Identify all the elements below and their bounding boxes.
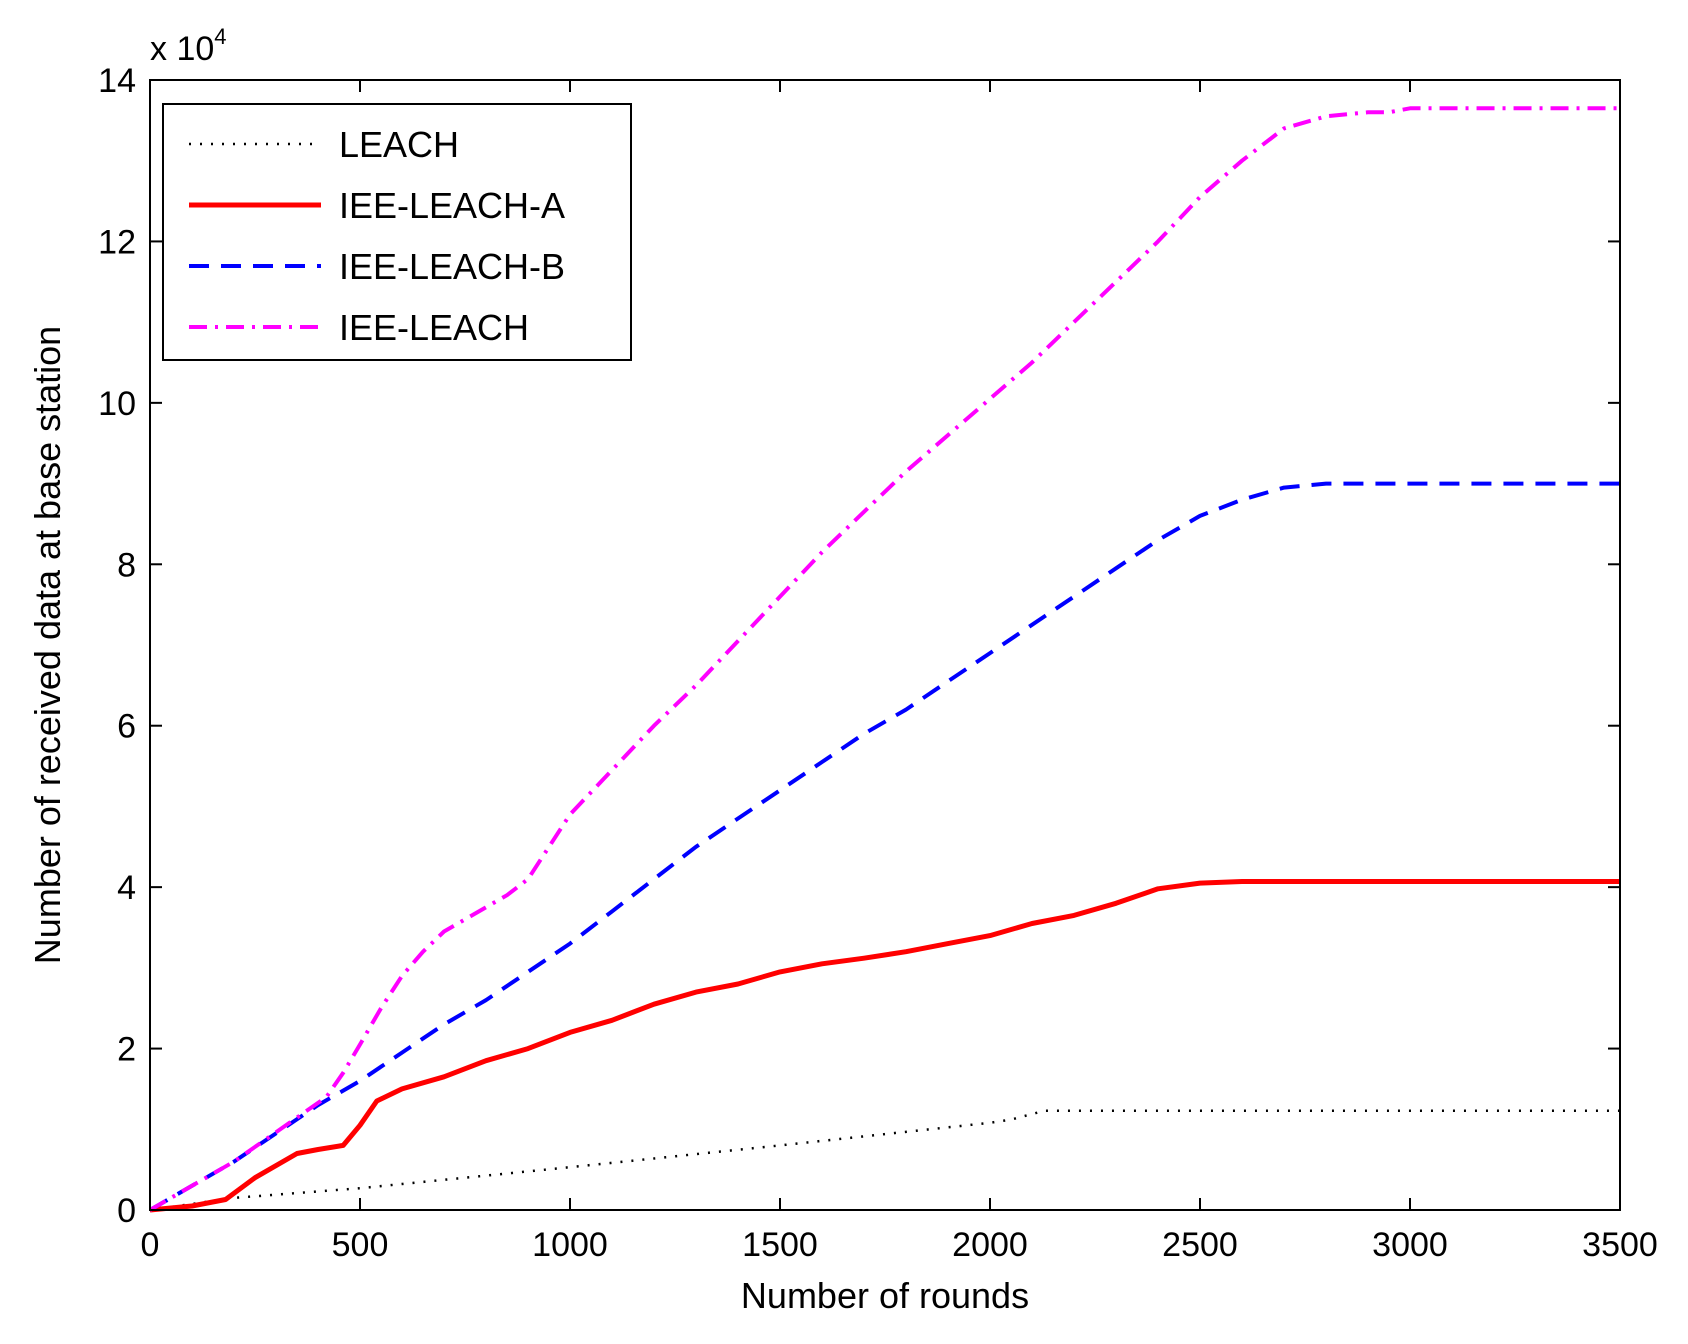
x-tick-label-3000: 3000 — [1372, 1226, 1448, 1264]
series-line-iee-leach — [149, 106, 1620, 1212]
y-tick-label-0: 0 — [117, 1192, 136, 1230]
y-tick-label-4: 4 — [117, 869, 136, 907]
y-tick-label-12: 12 — [98, 223, 136, 261]
series-layer — [149, 106, 1620, 1213]
legend-label-iee-leach-b: IEE-LEACH-B — [339, 246, 565, 287]
ticks-layer: 0 500 1000 1500 2000 2500 3000 3500 0 2 4 6 8 10 12 14 — [98, 62, 1658, 1264]
series-line-iee-leach-b — [149, 481, 1620, 1212]
x-tick-label-1500: 1500 — [742, 1226, 818, 1264]
series-line-iee-leach-a — [149, 879, 1620, 1213]
x-tick-label-2000: 2000 — [952, 1226, 1028, 1264]
x-tick-label-500: 500 — [332, 1226, 389, 1264]
x-tick-label-1000: 1000 — [532, 1226, 608, 1264]
legend-label-leach: LEACH — [339, 124, 459, 165]
y-tick-label-8: 8 — [117, 546, 136, 584]
x-tick-label-3500: 3500 — [1582, 1226, 1658, 1264]
y-tick-label-6: 6 — [117, 708, 136, 746]
y-exponent-label: x 104 — [150, 24, 227, 68]
y-tick-label-2: 2 — [117, 1031, 136, 1069]
legend-label-iee-leach: IEE-LEACH — [339, 307, 529, 348]
legend-box — [162, 103, 632, 361]
y-tick-label-10: 10 — [98, 385, 136, 423]
y-axis-title: Number of received data at base station — [27, 326, 68, 964]
legend: LEACH IEE-LEACH-A IEE-LEACH-B IEE-LEACH — [162, 103, 632, 361]
y-tick-label-14: 14 — [98, 62, 136, 100]
x-tick-label-0: 0 — [141, 1226, 160, 1264]
axes-box — [149, 79, 1621, 1211]
x-axis-title: Number of rounds — [741, 1275, 1029, 1316]
x-tick-label-2500: 2500 — [1162, 1226, 1238, 1264]
legend-label-iee-leach-a: IEE-LEACH-A — [339, 185, 565, 226]
